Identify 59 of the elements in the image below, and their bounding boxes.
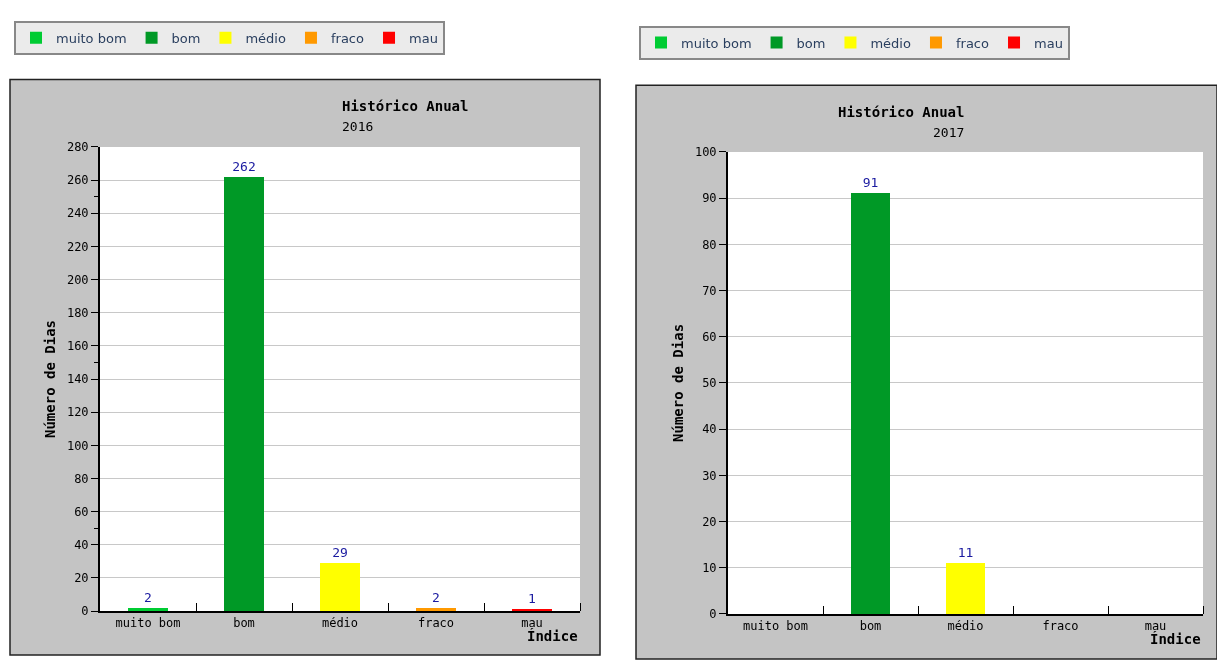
- y-tick-label: 140: [66, 372, 89, 387]
- x-axis-title: Índice: [527, 628, 578, 644]
- legend-label: bom: [171, 30, 201, 46]
- legend-label: médio: [870, 35, 911, 51]
- x-tick-label: muito bom: [742, 619, 809, 634]
- y-tick-label: 200: [66, 272, 89, 287]
- y-tick-label: 80: [702, 237, 717, 252]
- y-tick-label: 40: [702, 422, 717, 437]
- data-label: 29: [332, 544, 348, 560]
- y-tick-label: 20: [702, 514, 717, 529]
- x-tick-label: médio: [947, 619, 984, 634]
- x-axis-title: Índice: [1150, 631, 1201, 647]
- y-axis-title: Número de Dias: [41, 320, 58, 439]
- y-tick-label: 80: [74, 471, 89, 486]
- y-tick-label: 120: [66, 405, 89, 420]
- data-label: 2: [432, 589, 440, 605]
- data-label: 2: [144, 589, 152, 605]
- legend-label: mau: [409, 30, 438, 46]
- x-tick-label: muito bom: [115, 616, 181, 631]
- y-tick-label: 20: [74, 571, 89, 586]
- legend-label: médio: [245, 30, 286, 46]
- y-tick-label: 0: [81, 604, 89, 619]
- y-tick-label: 220: [66, 239, 89, 254]
- x-tick-label: bom: [233, 616, 255, 631]
- y-tick-label: 30: [702, 468, 717, 483]
- x-tick-label: fraco: [417, 616, 455, 631]
- y-tick-label: 260: [66, 173, 89, 188]
- legend-label: fraco: [330, 30, 365, 46]
- y-tick-label: 50: [702, 376, 717, 391]
- legend-label: muito bom: [681, 35, 752, 51]
- y-tick-label: 240: [66, 206, 89, 221]
- y-tick-label: 60: [702, 329, 717, 344]
- y-tick-label: 280: [66, 140, 89, 155]
- x-tick-label: bom: [859, 619, 882, 634]
- data-label: 11: [957, 545, 974, 561]
- x-tick-label: médio: [321, 616, 359, 631]
- data-label: 1: [528, 591, 536, 607]
- chart-title: Histórico Anual: [838, 104, 965, 120]
- y-tick-label: 60: [74, 504, 89, 519]
- x-tick-label: fraco: [1042, 619, 1079, 634]
- y-tick-label: 160: [66, 339, 89, 354]
- y-axis-title: Número de Dias: [670, 323, 687, 442]
- chart-title: Histórico Anual: [342, 98, 469, 114]
- y-tick-label: 70: [702, 283, 717, 298]
- data-label: 262: [232, 158, 256, 174]
- y-tick-label: 10: [702, 560, 717, 575]
- y-tick-label: 0: [709, 607, 717, 622]
- y-tick-label: 100: [694, 145, 717, 160]
- chart-subtitle: 2016: [342, 119, 374, 134]
- legend-label: bom: [796, 35, 826, 51]
- legend-label: mau: [1034, 35, 1063, 51]
- legend-label: fraco: [955, 35, 990, 51]
- y-tick-label: 90: [702, 191, 717, 206]
- y-tick-label: 40: [74, 537, 89, 552]
- chart-subtitle: 2017: [933, 125, 965, 140]
- y-tick-label: 100: [66, 438, 89, 453]
- legend-label: muito bom: [56, 30, 127, 46]
- y-tick-label: 180: [66, 305, 89, 320]
- data-label: 91: [862, 175, 879, 191]
